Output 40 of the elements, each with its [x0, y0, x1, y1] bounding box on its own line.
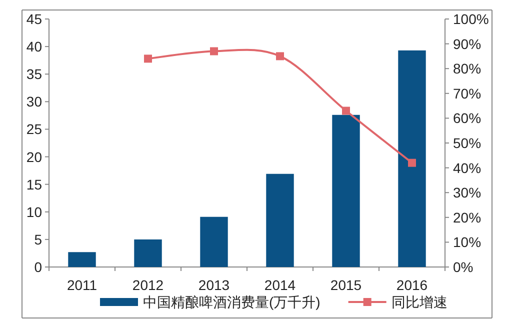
- legend-label: 同比增速: [391, 294, 448, 310]
- point: [276, 52, 284, 60]
- y2-tick-label: 90%: [453, 36, 482, 52]
- point: [408, 158, 416, 167]
- bar: [332, 114, 360, 267]
- y2-tick-label: 10%: [453, 234, 482, 250]
- x-tick-label: 2015: [330, 277, 362, 293]
- point: [144, 54, 152, 63]
- y2-tick-label: 20%: [453, 209, 482, 226]
- y-tick-label: 30: [26, 94, 42, 110]
- y2-tick-label: 80%: [453, 60, 482, 77]
- y-tick-label: 15: [26, 176, 42, 192]
- legend-label: 中国精酿啤酒消费量(万千升): [143, 294, 320, 310]
- y-tick-label: 45: [26, 11, 42, 27]
- y-tick-label: 10: [26, 204, 42, 220]
- y2-tick-label: 30%: [453, 184, 482, 201]
- y2-tick-label: 100%: [453, 11, 489, 27]
- x-tick-label: 2011: [66, 277, 98, 293]
- y-tick-label: 40: [26, 38, 42, 55]
- bar: [266, 174, 294, 267]
- x-tick-label: 2012: [132, 277, 164, 293]
- y2-tick-label: 60%: [453, 110, 482, 126]
- x-tick-label: 2013: [198, 277, 230, 293]
- bar: [134, 239, 162, 267]
- y2-tick-label: 0%: [453, 259, 474, 275]
- bar: [200, 216, 228, 267]
- bar: [398, 50, 426, 267]
- point: [210, 47, 218, 56]
- y2-tick-label: 50%: [453, 135, 482, 151]
- y2-tick-label: 70%: [453, 85, 482, 102]
- x-tick-label: 2014: [264, 277, 296, 293]
- bar: [68, 252, 96, 267]
- x-tick-label: 2016: [396, 277, 428, 293]
- point: [342, 106, 350, 115]
- y-tick-label: 25: [26, 121, 42, 138]
- y-tick-label: 35: [26, 66, 42, 82]
- y-tick-label: 5: [34, 231, 42, 248]
- y2-tick-label: 40%: [453, 160, 482, 176]
- y-tick-label: 0: [34, 259, 42, 275]
- y-tick-label: 20: [26, 148, 42, 165]
